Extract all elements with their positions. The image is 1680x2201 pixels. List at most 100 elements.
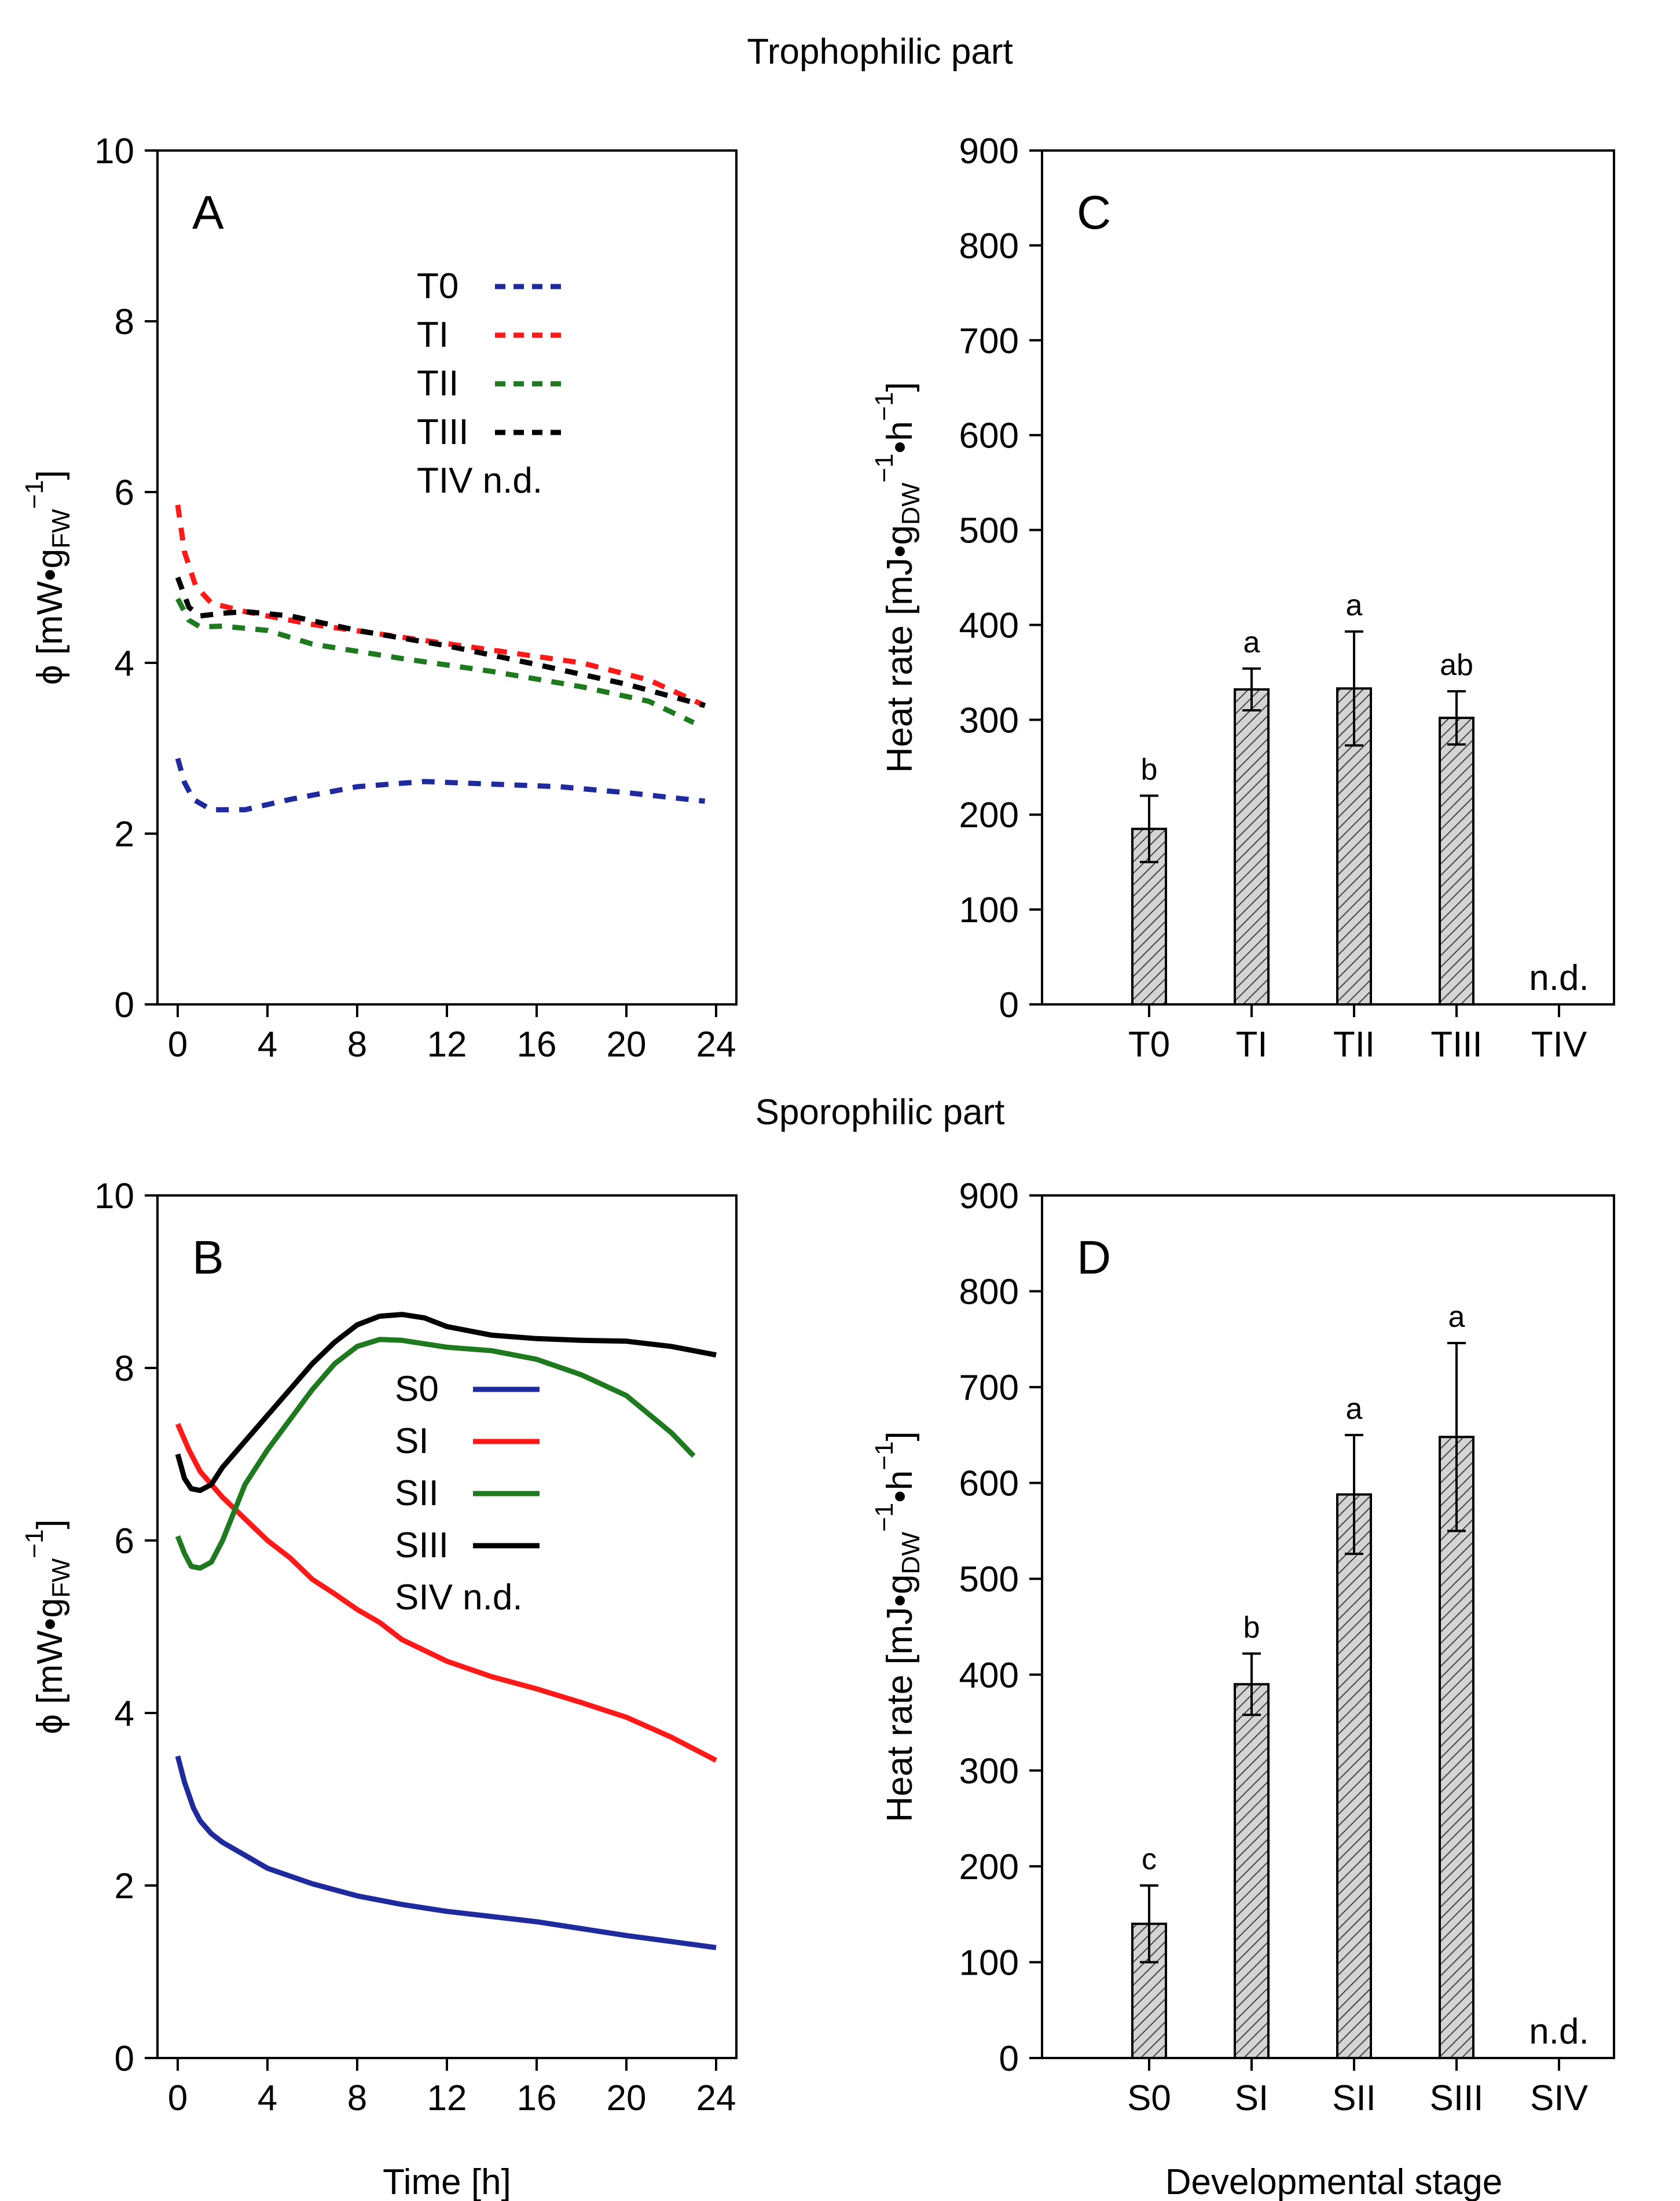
x-tick-label: 0 <box>168 2078 188 2118</box>
series-line-siii <box>175 1312 717 1494</box>
legend-label: T0 <box>417 266 458 306</box>
y-tick-label: 700 <box>959 321 1019 361</box>
series-line-ti <box>175 504 706 708</box>
panel-letter: A <box>192 186 224 239</box>
legend-note: TIV n.d. <box>417 461 542 501</box>
y-tick-label: 0 <box>115 2039 134 2079</box>
legend-label: SIII <box>395 1525 449 1565</box>
significance-letter: b <box>1244 1611 1260 1644</box>
category-label: SI <box>1235 2078 1269 2118</box>
category-label: SIII <box>1429 2078 1483 2118</box>
y-tick-label: 300 <box>959 700 1019 740</box>
y-axis-title: Heat rate [mJ•gDW−1•h−1] <box>870 1431 925 1822</box>
series-line-sii <box>175 1337 696 1571</box>
y-tick-label: 600 <box>959 1464 1019 1504</box>
panel-letter: C <box>1077 186 1111 239</box>
x-tick-label: 16 <box>517 2078 557 2118</box>
not-determined-label: n.d. <box>1529 2012 1589 2052</box>
series-line-si <box>175 1423 718 1763</box>
y-tick-label: 300 <box>959 1751 1019 1791</box>
y-tick-label: 400 <box>959 606 1019 645</box>
significance-letter: a <box>1448 1300 1465 1334</box>
legend-label: TII <box>417 364 458 403</box>
y-tick-label: 10 <box>94 1176 134 1216</box>
y-tick-label: 600 <box>959 416 1019 456</box>
y-tick-label: 900 <box>959 1176 1019 1216</box>
y-tick-label: 500 <box>959 1560 1019 1600</box>
significance-letter: a <box>1346 1392 1363 1426</box>
x-tick-label: 4 <box>258 1025 277 1065</box>
x-axis-title: Time [h] <box>383 2162 511 2201</box>
x-tick-label: 0 <box>168 1025 188 1065</box>
y-tick-label: 2 <box>115 1866 134 1906</box>
y-tick-label: 100 <box>959 1943 1019 1983</box>
series-line-tiii <box>175 576 706 709</box>
legend-label: TIII <box>417 412 469 452</box>
bar-tiii <box>1439 717 1474 1006</box>
x-axis-title: Developmental stage <box>1165 2162 1502 2201</box>
x-tick-label: 8 <box>347 1025 367 1065</box>
x-tick-label: 20 <box>607 2078 647 2118</box>
x-tick-label: 24 <box>696 2078 736 2118</box>
x-tick-label: 24 <box>696 1025 736 1065</box>
y-tick-label: 0 <box>999 2039 1019 2079</box>
significance-letter: a <box>1244 626 1260 659</box>
y-tick-label: 0 <box>999 985 1019 1025</box>
x-tick-label: 20 <box>607 1025 647 1065</box>
section-title-sporophilic: Sporophilic part <box>755 1092 1005 1132</box>
y-axis-title: ϕ [mW•gFW−1] <box>20 470 75 685</box>
category-label: SII <box>1332 2078 1376 2118</box>
y-tick-label: 4 <box>115 644 134 684</box>
x-tick-label: 4 <box>258 2078 277 2118</box>
panel-letter: B <box>192 1231 224 1284</box>
y-tick-label: 6 <box>115 1521 134 1561</box>
bar-siii <box>1439 1436 1474 2059</box>
plot-frame <box>1041 1194 1615 2059</box>
y-tick-label: 400 <box>959 1656 1019 1696</box>
legend-label: S0 <box>395 1369 439 1409</box>
y-tick-label: 8 <box>115 1349 134 1389</box>
x-tick-label: 16 <box>517 1025 557 1065</box>
category-label: S0 <box>1127 2078 1171 2118</box>
y-axis-title: ϕ [mW•gFW−1] <box>20 1519 75 1734</box>
y-tick-label: 4 <box>115 1694 134 1734</box>
panel-c-chart: C 0 100 200 300 400 500 600 700 800 900 T0 b TI a TII a T… <box>870 131 1615 1065</box>
bar-sii <box>1336 1493 1372 2060</box>
y-tick-label: 200 <box>959 1847 1019 1887</box>
y-tick-label: 100 <box>959 890 1019 930</box>
legend-label: TI <box>417 315 449 355</box>
significance-letter: ab <box>1440 648 1473 682</box>
category-label: TII <box>1333 1025 1375 1065</box>
y-tick-label: 900 <box>959 131 1019 171</box>
y-tick-label: 2 <box>115 815 134 854</box>
y-tick-label: 8 <box>115 302 134 342</box>
not-determined-label: n.d. <box>1529 958 1589 998</box>
significance-letter: c <box>1142 1843 1157 1876</box>
category-label: T0 <box>1128 1025 1170 1065</box>
x-tick-label: 12 <box>427 2078 467 2118</box>
x-tick-label: 8 <box>347 2078 367 2118</box>
plot-frame <box>1041 149 1615 1006</box>
y-axis-title: Heat rate [mJ•gDW−1•h−1] <box>870 382 925 773</box>
bar-si <box>1234 1683 1270 2059</box>
panel-d-chart: D 0 100 200 300 400 500 600 700 800 900 S0 c SI b SII a S… <box>870 1176 1615 2201</box>
x-tick-label: 12 <box>427 1025 467 1065</box>
category-label: TI <box>1235 1025 1267 1065</box>
category-label: TIII <box>1430 1025 1483 1065</box>
legend-label: SI <box>395 1421 429 1461</box>
series-line-tii <box>175 597 695 725</box>
y-tick-label: 500 <box>959 511 1019 551</box>
y-tick-label: 700 <box>959 1368 1019 1408</box>
y-tick-label: 800 <box>959 226 1019 266</box>
panel-letter: D <box>1077 1231 1111 1284</box>
y-tick-label: 0 <box>115 985 134 1025</box>
legend-note: SIV n.d. <box>395 1578 523 1617</box>
series-line-s0 <box>175 1755 717 1950</box>
significance-letter: a <box>1346 589 1363 622</box>
bar-ti <box>1234 688 1270 1006</box>
series-line-t0 <box>175 757 706 813</box>
significance-letter: b <box>1141 753 1158 786</box>
